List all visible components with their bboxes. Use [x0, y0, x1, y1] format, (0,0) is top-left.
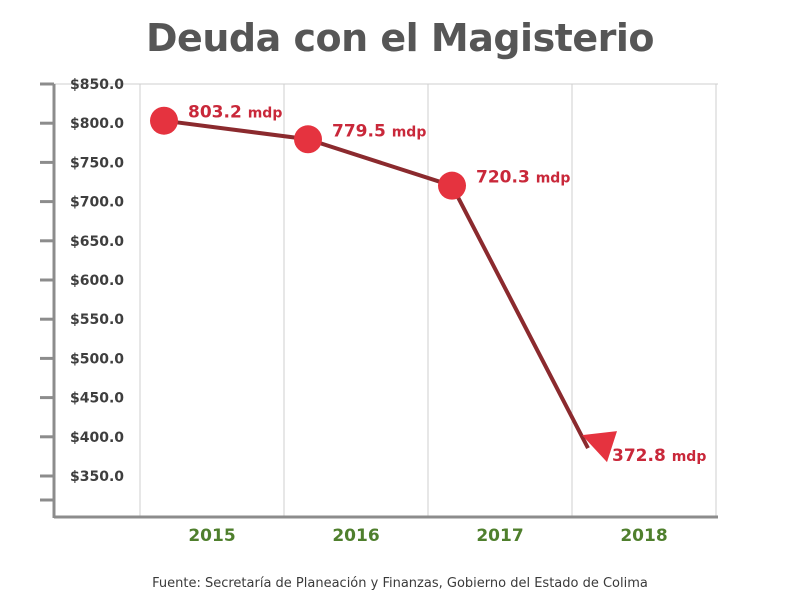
data-label: 720.3 mdp [476, 168, 570, 188]
data-label-unit: mdp [672, 449, 707, 465]
y-tick-label: $500.0 [70, 351, 124, 367]
data-label-value: 372.8 [612, 446, 672, 466]
data-label: 803.2 mdp [188, 103, 282, 123]
grid-lines [54, 83, 718, 517]
data-point-arrow [582, 431, 617, 463]
data-label-value: 779.5 [332, 121, 392, 141]
data-point [294, 125, 322, 154]
y-tick-label: $800.0 [70, 116, 124, 132]
y-tick-label: $350.0 [70, 469, 124, 485]
x-category-label: 2018 [620, 526, 667, 546]
source-note: Fuente: Secretaría de Planeación y Finan… [152, 576, 648, 591]
y-axis-ticks: $850.0 $800.0 $750.0 $700.0 $650.0 $600.0 $550… [40, 77, 124, 502]
chart-title: Deuda con el Magisterio [146, 16, 655, 60]
y-tick-label: $850.0 [70, 77, 124, 93]
y-tick-label: $600.0 [70, 273, 124, 289]
y-tick-label: $400.0 [70, 430, 124, 446]
data-point [438, 171, 466, 200]
axes [52, 84, 718, 519]
data-label: 372.8 mdp [612, 446, 706, 466]
data-label-value: 720.3 [476, 168, 536, 188]
x-axis-categories: 2015 2016 2017 2018 [188, 526, 667, 546]
x-category-label: 2015 [188, 526, 235, 546]
y-tick-label: $650.0 [70, 234, 124, 250]
x-category-label: 2017 [476, 526, 523, 546]
data-label: 779.5 mdp [332, 121, 426, 141]
series-line [163, 118, 590, 450]
data-label-unit: mdp [536, 171, 571, 187]
data-point [150, 106, 178, 135]
data-label-unit: mdp [248, 106, 283, 122]
y-tick-label: $750.0 [70, 155, 124, 171]
data-label-value: 803.2 [188, 103, 248, 123]
x-category-label: 2016 [332, 526, 379, 546]
series-debt [150, 106, 617, 463]
y-tick-label: $450.0 [70, 391, 124, 407]
data-label-unit: mdp [392, 124, 427, 140]
y-tick-label: $550.0 [70, 312, 124, 328]
y-tick-label: $700.0 [70, 195, 124, 211]
